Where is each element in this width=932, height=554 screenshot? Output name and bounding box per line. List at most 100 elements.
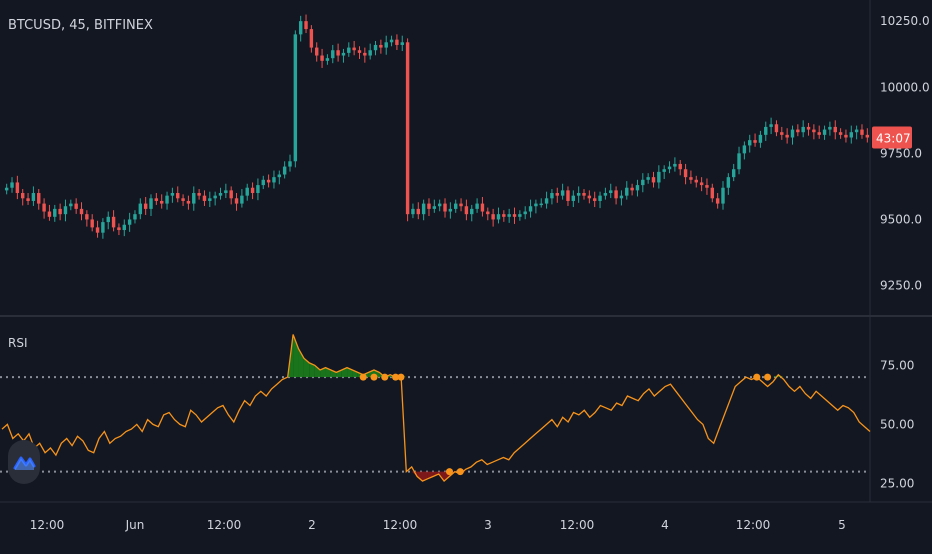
candle-body [117, 227, 121, 231]
candle-body [673, 163, 677, 167]
threshold-marker [753, 373, 761, 381]
candle-body [801, 126, 805, 133]
candle-body [400, 42, 404, 45]
threshold-marker [370, 373, 378, 381]
tradingview-logo[interactable] [8, 440, 40, 484]
candle-body [641, 179, 645, 186]
candle-body [79, 208, 84, 215]
candle-body [373, 44, 378, 51]
candle-body [320, 55, 324, 61]
candle-body [384, 42, 388, 48]
candle-body [614, 190, 618, 199]
price-tick-label: 9250.0 [880, 279, 922, 293]
candle-body [860, 129, 864, 135]
candle-body [550, 193, 554, 199]
rsi-title: RSI [8, 336, 28, 350]
candle-body [774, 124, 779, 133]
candle-body [234, 198, 239, 204]
rsi-line [1, 334, 871, 483]
candle-body [742, 145, 747, 154]
candle-body [192, 193, 196, 204]
candle-body [822, 129, 827, 135]
candle-body [512, 214, 517, 217]
candle-body [748, 140, 752, 146]
candle-body [229, 190, 233, 199]
candle-body [854, 129, 859, 133]
candle-body [272, 177, 276, 183]
candle-body [539, 203, 543, 206]
candle-body [630, 187, 634, 191]
candle-body [587, 195, 592, 199]
candle-body [69, 203, 73, 207]
threshold-marker [392, 373, 400, 381]
candle-body [518, 214, 522, 217]
candle-body [47, 211, 52, 217]
candle-body [689, 177, 693, 180]
candle-body [459, 203, 463, 207]
candle-body [111, 216, 116, 228]
candle-body [53, 208, 57, 217]
candle-body [95, 227, 100, 233]
candle-body [486, 211, 490, 215]
overbought-fill [309, 362, 315, 378]
candle-body [10, 182, 14, 188]
candle-body [325, 58, 330, 61]
candle-body [101, 222, 105, 233]
candle-body [699, 182, 704, 186]
candle-body [625, 187, 629, 196]
candle-body [261, 179, 265, 186]
candle-body [20, 193, 25, 199]
time-tick-label: 12:00 [207, 518, 242, 532]
candle-body [491, 214, 495, 220]
candle-body [662, 169, 666, 172]
time-tick-label: 3 [484, 518, 492, 532]
oversold-fill [417, 471, 423, 482]
candle-body [331, 50, 335, 59]
candle-body [566, 190, 570, 201]
candle-body [138, 203, 143, 215]
overbought-fill [303, 358, 310, 378]
candle-body [85, 214, 89, 220]
price-tick-label: 9750.0 [880, 146, 922, 160]
candle-body [181, 198, 185, 201]
candle-body [817, 132, 821, 135]
candle-body [710, 187, 715, 199]
candle-body [347, 47, 351, 53]
price-tick-label: 10250.0 [880, 14, 930, 28]
candle-body [507, 214, 511, 217]
threshold-marker [359, 373, 367, 381]
threshold-marker [381, 373, 389, 381]
candle-body [58, 208, 62, 215]
candle-body [448, 208, 453, 212]
candle-body [411, 208, 415, 215]
candle-body [159, 200, 164, 204]
candle-body [122, 224, 126, 231]
candle-body [363, 52, 367, 56]
candle-body [657, 171, 661, 183]
candle-body [475, 203, 479, 209]
candle-body [470, 208, 474, 215]
candle-body [256, 185, 260, 194]
price-tick-label: 10000.0 [880, 80, 930, 94]
candle-body [571, 195, 576, 201]
candle-body [106, 216, 110, 223]
candle-body [502, 214, 506, 217]
candle-body [651, 177, 656, 183]
candle-body [592, 198, 597, 201]
candle-body [298, 21, 303, 35]
overbought-fill [352, 370, 358, 378]
candle-body [389, 39, 394, 43]
candle-body [395, 39, 399, 45]
candle-body [715, 198, 720, 204]
candle-body [293, 34, 298, 162]
candle-body [737, 153, 741, 170]
candle-body [432, 206, 437, 209]
candle-body [133, 214, 137, 220]
candle-body [609, 190, 613, 194]
candle-body [341, 52, 346, 56]
candle-body [202, 195, 207, 201]
candle-body [336, 50, 340, 56]
candle-body [154, 198, 159, 201]
